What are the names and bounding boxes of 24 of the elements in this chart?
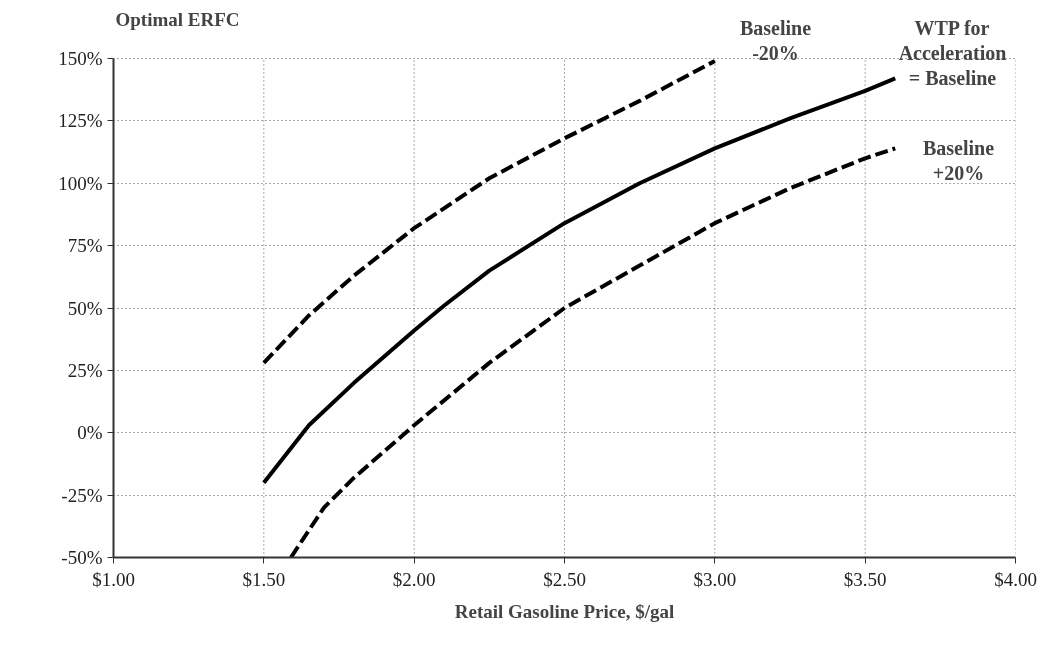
y-tick-label: 150% [58,48,103,69]
y-tick-label: 0% [77,422,103,444]
y-axis-title: Optimal ERFC [115,8,240,30]
x-tick-label: $4.00 [994,568,1037,590]
x-axis-title: Retail Gasoline Price, $/gal [454,600,675,622]
annotation: WTP for Acceleration = Baseline [898,16,1007,90]
y-tick-label: 25% [67,359,103,381]
y-tick-label: 100% [58,172,103,194]
annotation: Baseline +20% [922,136,995,184]
y-tick-label: 50% [67,297,103,319]
x-tick-label: $2.00 [392,568,436,590]
y-tick-label: 125% [58,110,103,132]
x-tick-label: $1.50 [242,568,286,590]
x-tick-label: $2.50 [543,568,586,590]
y-tick-label: 75% [67,235,103,257]
x-tick-label: $1.00 [92,568,135,590]
x-tick-label: $3.50 [843,568,887,590]
x-tick-label: $3.00 [693,568,737,590]
annotation: Baseline -20% [739,16,812,64]
line-series [288,146,898,558]
y-tick-label: -25% [61,484,103,506]
y-tick-label: -50% [61,547,103,568]
line-series [261,76,898,485]
line-series [261,58,717,365]
